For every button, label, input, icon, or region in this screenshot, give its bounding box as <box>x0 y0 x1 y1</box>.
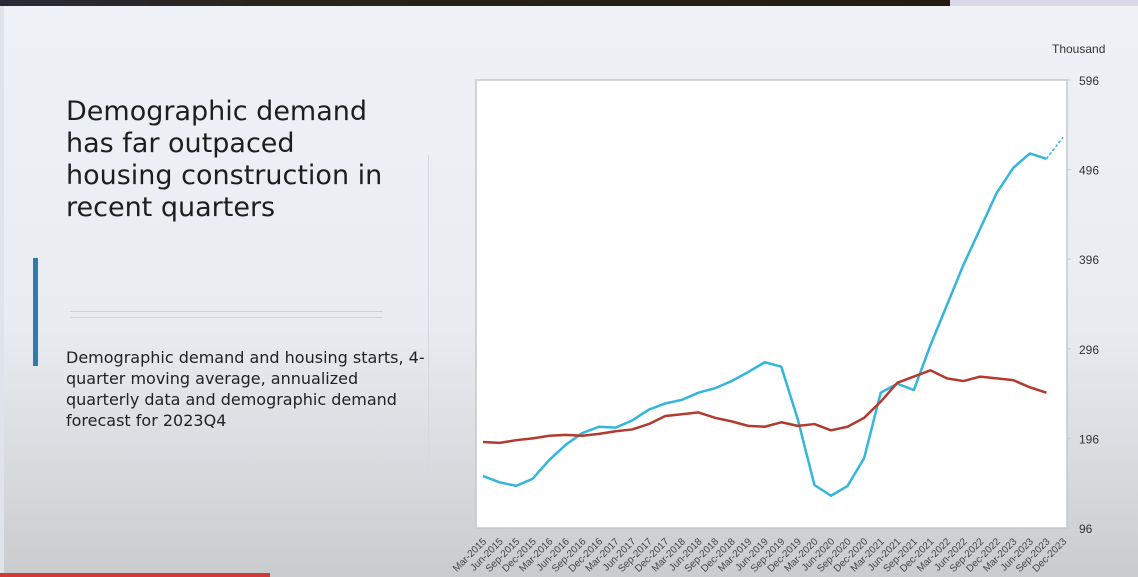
vertical-divider <box>428 155 429 473</box>
y-tick-label: 596 <box>1079 74 1099 88</box>
y-tick-label: 396 <box>1079 253 1099 267</box>
forecast-line <box>1045 136 1064 160</box>
y-axis-unit-label: Thousand <box>1052 42 1106 56</box>
slide-title: Demographic demand has far outpaced hous… <box>66 96 383 223</box>
slide-subtitle: Demographic demand and housing starts, 4… <box>66 348 425 430</box>
y-tick-label: 196 <box>1079 432 1099 446</box>
window-top-bar <box>0 0 950 6</box>
y-tick-label: 296 <box>1079 343 1099 357</box>
window-top-bar-right <box>950 0 1138 6</box>
divider <box>70 311 383 318</box>
plot-area <box>475 79 1068 529</box>
slide-edge <box>0 6 4 577</box>
y-tick-label: 96 <box>1079 522 1093 536</box>
accent-bar <box>33 258 38 366</box>
progress-bar <box>0 573 270 577</box>
y-tick-label: 496 <box>1079 164 1099 178</box>
